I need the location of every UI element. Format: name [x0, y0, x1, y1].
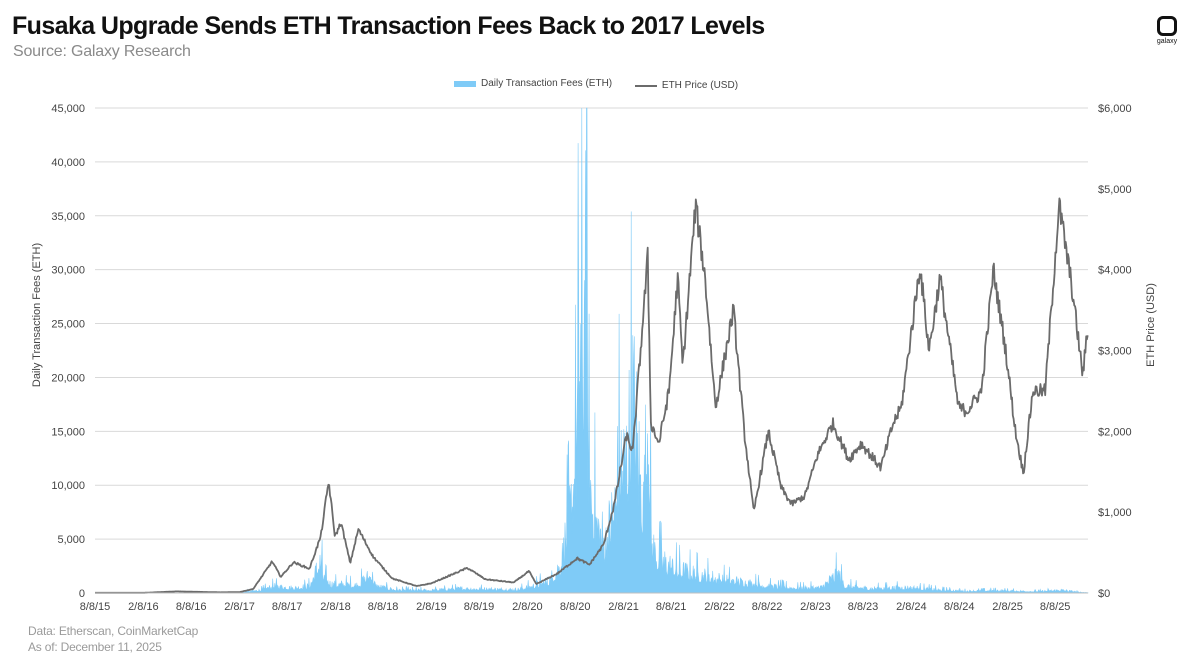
x-tick-label: 8/8/25 [1040, 601, 1071, 613]
x-tick-label: 2/8/25 [992, 601, 1023, 613]
chart-legend: Daily Transaction Fees (ETH) ETH Price (… [0, 78, 1192, 91]
y2-tick-label: $3,000 [1098, 346, 1132, 358]
x-tick-label: 2/8/17 [224, 601, 255, 613]
x-tick-label: 2/8/21 [608, 601, 639, 613]
x-tick-label: 8/8/15 [80, 601, 111, 613]
y2-tick-label: $2,000 [1098, 426, 1132, 438]
x-tick-label: 8/8/22 [752, 601, 783, 613]
y-tick-label: 10,000 [51, 480, 85, 492]
y-tick-label: 35,000 [51, 211, 85, 223]
fees-series [95, 107, 1089, 594]
y-axis-title: Daily Transaction Fees (ETH) [31, 243, 43, 387]
y-tick-label: 0 [79, 588, 85, 600]
x-tick-label: 2/8/24 [896, 601, 927, 613]
chart-title: Fusaka Upgrade Sends ETH Transaction Fee… [12, 12, 765, 40]
y2-tick-label: $5,000 [1098, 184, 1132, 196]
x-tick-label: 2/8/20 [512, 601, 543, 613]
legend-swatch-fees [453, 80, 476, 87]
x-tick-label: 2/8/19 [416, 601, 447, 613]
x-tick-label: 8/8/24 [944, 601, 975, 613]
x-tick-label: 8/8/17 [272, 601, 303, 613]
y-tick-label: 40,000 [51, 157, 85, 169]
y-tick-label: 30,000 [51, 265, 85, 277]
legend-label-price: ETH Price (USD) [661, 80, 739, 91]
x-tick-label: 8/8/19 [464, 601, 495, 613]
y-tick-label: 25,000 [51, 319, 85, 331]
y2-tick-label: $4,000 [1098, 265, 1132, 277]
galaxy-logo: galaxy [1152, 16, 1182, 45]
y-tick-label: 15,000 [51, 426, 85, 438]
galaxy-logo-icon [1157, 16, 1177, 36]
grid-lines [95, 107, 1088, 540]
x-tick-label: 8/8/21 [656, 601, 687, 613]
x-tick-label: 2/8/16 [128, 601, 159, 613]
footer-data-source: Data: Etherscan, CoinMarketCap [28, 624, 199, 638]
x-tick-label: 2/8/22 [704, 601, 735, 613]
chart-subtitle: Source: Galaxy Research [13, 43, 191, 60]
y2-tick-label: $1,000 [1098, 507, 1132, 519]
y-tick-label: 20,000 [51, 372, 85, 384]
price-line [94, 197, 1089, 594]
x-tick-label: 2/8/23 [800, 601, 831, 613]
footer-as-of: As of: December 11, 2025 [28, 640, 162, 654]
legend-label-fees: Daily Transaction Fees (ETH) [480, 78, 613, 89]
y2-tick-label: $6,000 [1098, 103, 1132, 115]
legend-swatch-price [634, 84, 657, 87]
axes: 0 5,000 10,000 15,000 20,000 25,000 30,000 35,0… [51, 103, 1131, 613]
x-tick-label: 8/8/20 [560, 601, 591, 613]
y-tick-label: 5,000 [57, 534, 85, 546]
galaxy-logo-text: galaxy [1156, 38, 1178, 45]
y-tick-label: 45,000 [51, 103, 85, 115]
price-series [94, 197, 1089, 594]
y2-tick-label: $0 [1098, 588, 1110, 600]
legend-item-price: ETH Price (USD) [634, 80, 739, 91]
x-tick-label: 8/8/23 [848, 601, 879, 613]
x-tick-label: 8/8/16 [176, 601, 207, 613]
y2-axis-title: ETH Price (USD) [1145, 283, 1157, 367]
x-tick-label: 2/8/18 [320, 601, 351, 613]
x-tick-label: 8/8/18 [368, 601, 399, 613]
legend-item-fees: Daily Transaction Fees (ETH) [453, 78, 613, 89]
fees-area [95, 107, 1089, 594]
